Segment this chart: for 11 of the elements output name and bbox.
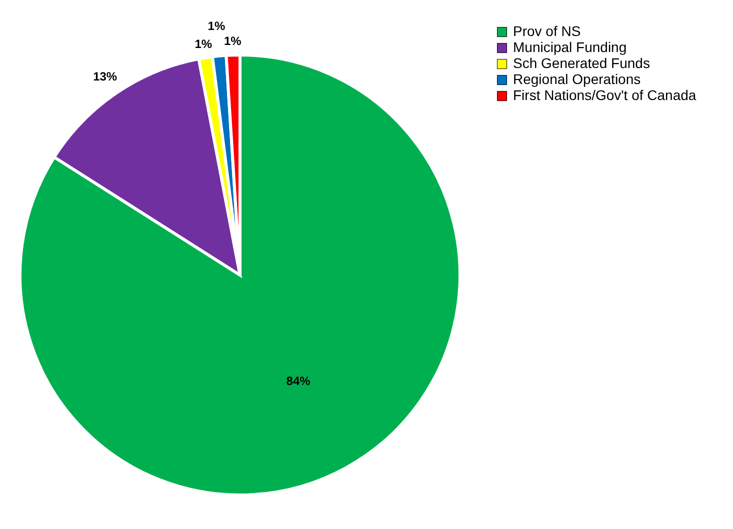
legend-label: Sch Generated Funds: [513, 55, 650, 71]
data-label: 1%: [224, 34, 242, 48]
legend-label: Prov of NS: [513, 23, 581, 39]
data-label: 13%: [93, 70, 118, 84]
legend-label: Municipal Funding: [513, 39, 627, 55]
data-label: 1%: [208, 19, 226, 34]
legend-label: First Nations/Gov't of Canada: [513, 87, 696, 103]
pie-slice: [18, 54, 462, 496]
legend-label: Regional Operations: [513, 71, 641, 87]
data-label: 1%: [194, 36, 212, 51]
data-label: 84%: [286, 374, 311, 388]
